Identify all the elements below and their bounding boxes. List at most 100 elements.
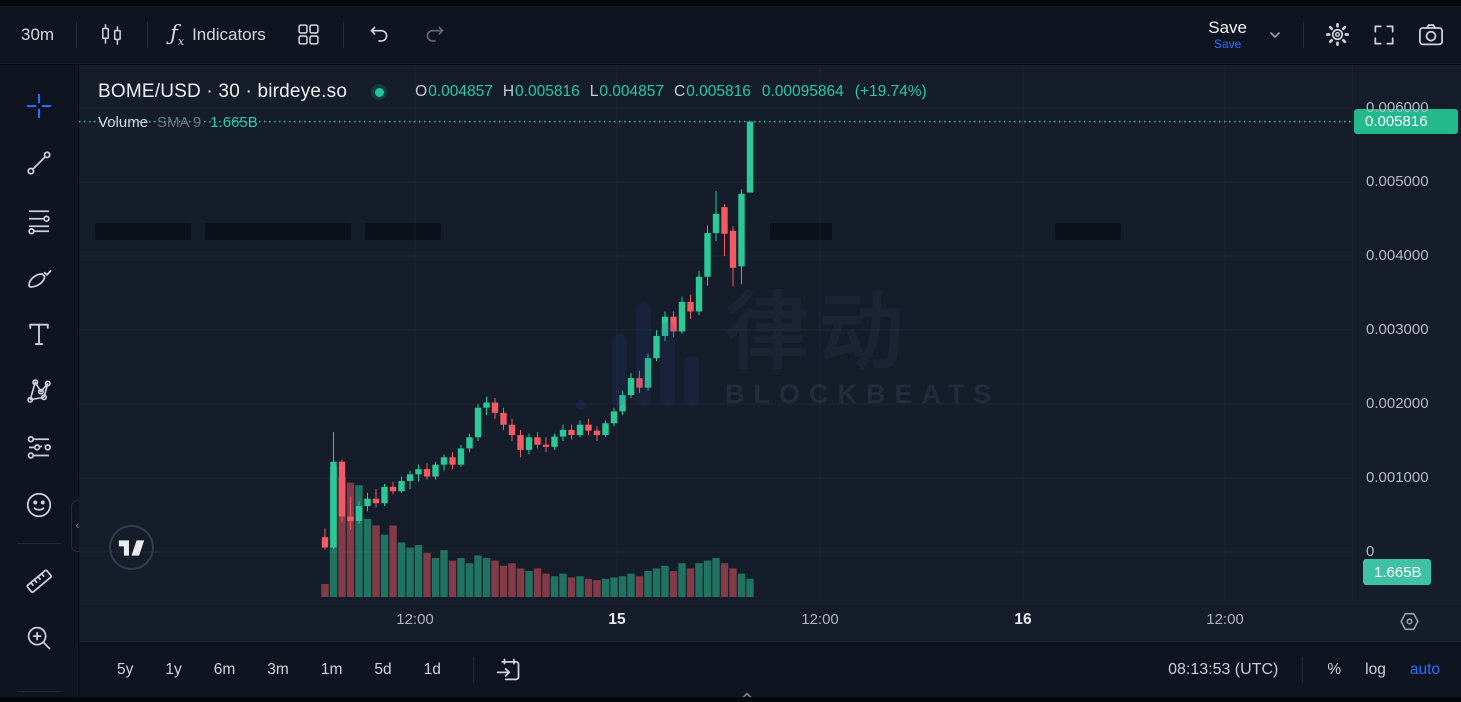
price-chart[interactable] — [79, 65, 1352, 600]
time-axis-settings-icon[interactable] — [1397, 609, 1422, 639]
range-5d-button[interactable]: 5d — [374, 660, 392, 678]
price-axis-label: 0.002000 — [1366, 395, 1429, 412]
interval-button[interactable]: 30m — [13, 19, 62, 51]
crosshair-tool[interactable] — [16, 83, 62, 129]
candle-body — [500, 412, 507, 425]
brush-tool[interactable] — [16, 254, 62, 300]
save-menu-chevron-down-icon[interactable] — [1267, 27, 1283, 43]
candle-body — [389, 486, 397, 492]
volume-bar — [380, 534, 389, 597]
candle-body — [525, 437, 533, 450]
candle-body — [364, 498, 371, 507]
bottombar-divider — [1302, 656, 1304, 683]
volume-bar — [618, 576, 627, 597]
indicators-button[interactable]: ƒx Indicators — [162, 15, 274, 54]
indicators-label: Indicators — [192, 24, 266, 44]
volume-bar — [431, 558, 440, 597]
price-axis-label: 0 — [1366, 543, 1375, 560]
candle-body — [729, 230, 737, 268]
trend-line-tool[interactable] — [16, 140, 62, 186]
volume-bar — [389, 525, 397, 597]
volume-bar — [474, 555, 482, 597]
volume-bar — [533, 568, 542, 597]
volume-bar — [457, 558, 465, 597]
top-toolbar: 30m ƒx Indicators — [0, 6, 1461, 64]
candle-body — [432, 464, 439, 477]
volume-badge: 1.665B — [1363, 559, 1431, 585]
redo-button[interactable] — [414, 16, 456, 54]
volume-bar — [346, 482, 355, 597]
fib-retracement-tool[interactable] — [16, 197, 62, 243]
time-axis-label: 12:00 — [1206, 611, 1244, 628]
candle-body — [542, 444, 550, 447]
auto-scale-button[interactable]: auto — [1409, 660, 1440, 678]
candle-body — [372, 498, 380, 504]
candle-body — [423, 469, 431, 477]
xabcd-pattern-tool[interactable] — [16, 368, 62, 414]
candle-body — [330, 461, 337, 548]
volume-bar — [720, 563, 729, 597]
text-tool[interactable] — [16, 311, 62, 357]
log-scale-button[interactable]: log — [1365, 660, 1386, 678]
emoji-tool[interactable] — [16, 482, 62, 528]
candle-body — [440, 457, 448, 465]
settings-gear-icon[interactable] — [1324, 21, 1351, 48]
save-tooltip: Save — [1213, 36, 1242, 51]
price-axis[interactable]: 0.005816 1.665B 0.006000 0.005000 0.004000… — [1352, 65, 1461, 600]
volume-bar — [567, 577, 576, 597]
undo-button[interactable] — [358, 16, 400, 54]
candle-body — [568, 429, 575, 436]
layout-grid-button[interactable] — [288, 16, 329, 53]
timezone-clock[interactable]: 08:13:53 (UTC) — [1168, 660, 1279, 678]
market-status-icon[interactable] — [371, 84, 388, 100]
toolbar-divider — [342, 21, 344, 48]
volume-bar — [584, 578, 593, 597]
forecast-tool[interactable] — [16, 425, 62, 471]
candle-body — [670, 316, 677, 332]
time-axis[interactable]: 12:00 15 12:00 16 12:00 — [79, 600, 1461, 641]
sidebar-divider — [16, 543, 61, 544]
range-1y-button[interactable]: 1y — [165, 660, 182, 678]
candle-body — [559, 429, 567, 437]
percent-scale-button[interactable]: % — [1327, 660, 1342, 678]
camera-snapshot-icon[interactable] — [1417, 21, 1445, 49]
candle-body — [721, 207, 728, 234]
undo-icon — [366, 22, 392, 48]
candle-body — [347, 516, 354, 521]
candle-body — [517, 435, 524, 450]
panel-expand-chevron-up-icon[interactable] — [739, 688, 755, 702]
chart-type-button[interactable] — [91, 16, 133, 54]
range-6m-button[interactable]: 6m — [213, 660, 236, 678]
volume-sma-label: SMA 9 — [157, 114, 202, 131]
range-5y-button[interactable]: 5y — [117, 660, 134, 678]
fullscreen-icon[interactable] — [1371, 22, 1397, 48]
candle-body — [593, 430, 601, 436]
zoom-in-tool[interactable] — [16, 615, 62, 661]
volume-bar — [729, 568, 737, 597]
volume-bar — [338, 477, 346, 597]
go-to-date-icon[interactable] — [494, 656, 522, 684]
save-button[interactable]: Save Save — [1208, 18, 1247, 51]
range-1m-button[interactable]: 1m — [320, 660, 343, 678]
symbol-title[interactable]: BOME/USD · 30 · birdeye.so — [98, 81, 348, 102]
time-axis-label: 12:00 — [801, 611, 839, 628]
low-value: 0.004857 — [599, 83, 664, 100]
volume-bar — [703, 560, 712, 597]
tradingview-logo[interactable] — [109, 525, 154, 570]
fx-icon: ƒx — [170, 20, 185, 49]
range-1d-button[interactable]: 1d — [423, 660, 441, 678]
volume-bar — [516, 568, 525, 597]
candle-body — [321, 537, 329, 548]
measure-ruler-tool[interactable] — [16, 558, 62, 604]
candle-body — [687, 301, 694, 312]
volume-bar — [414, 545, 423, 597]
time-axis-label: 12:00 — [396, 611, 434, 628]
range-3m-button[interactable]: 3m — [267, 660, 289, 678]
window-edge — [0, 697, 1461, 702]
blurred-row-artifact — [365, 223, 441, 240]
sidebar-divider — [16, 691, 61, 692]
chart-pane: 律动 BLOCKBEATS BOME/USD · 30 · birdeye.so… — [79, 65, 1352, 600]
candle-body — [406, 474, 414, 481]
volume-indicator-label[interactable]: Volume — [98, 114, 149, 131]
